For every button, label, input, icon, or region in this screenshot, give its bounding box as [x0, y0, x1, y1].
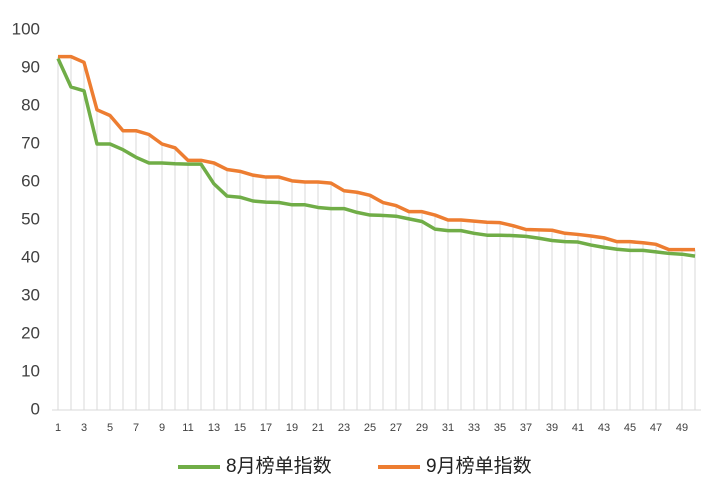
y-tick-label: 20 [21, 323, 40, 342]
y-tick-label: 60 [21, 171, 40, 190]
x-tick-label: 41 [572, 422, 584, 434]
x-tick-label: 1 [55, 422, 61, 434]
y-tick-label: 80 [21, 95, 40, 114]
y-tick-label: 10 [21, 361, 40, 380]
x-tick-label: 17 [260, 422, 272, 434]
x-tick-label: 27 [390, 422, 402, 434]
x-tick-label: 35 [494, 422, 506, 434]
y-tick-label: 70 [21, 133, 40, 152]
y-tick-label: 50 [21, 209, 40, 228]
x-tick-label: 25 [364, 422, 376, 434]
x-tick-label: 31 [442, 422, 454, 434]
x-tick-label: 13 [208, 422, 220, 434]
x-tick-label: 49 [676, 422, 688, 434]
series-line [58, 54, 695, 252]
legend-label: 8月榜单指数 [226, 455, 332, 477]
x-tick-label: 7 [133, 422, 139, 434]
x-tick-label: 43 [598, 422, 610, 434]
x-tick-label: 37 [520, 422, 532, 434]
x-tick-label: 9 [159, 422, 165, 434]
y-tick-label: 30 [21, 285, 40, 304]
y-tick-label: 100 [12, 19, 40, 38]
x-tick-label: 19 [286, 422, 298, 434]
x-tick-label: 3 [81, 422, 87, 434]
y-tick-label: 40 [21, 247, 40, 266]
x-tick-label: 29 [416, 422, 428, 434]
y-tick-label: 90 [21, 57, 40, 76]
x-tick-label: 33 [468, 422, 480, 434]
x-tick-label: 47 [650, 422, 662, 434]
y-tick-label: 0 [31, 399, 40, 418]
x-tick-label: 15 [234, 422, 246, 434]
series-line [56, 57, 696, 258]
x-tick-label: 21 [312, 422, 324, 434]
legend-label: 9月榜单指数 [426, 455, 532, 477]
x-tick-label: 11 [182, 422, 193, 434]
x-tick-label: 45 [624, 422, 636, 434]
x-tick-label: 23 [338, 422, 350, 434]
x-tick-label: 5 [107, 422, 113, 434]
x-tick-label: 39 [546, 422, 558, 434]
